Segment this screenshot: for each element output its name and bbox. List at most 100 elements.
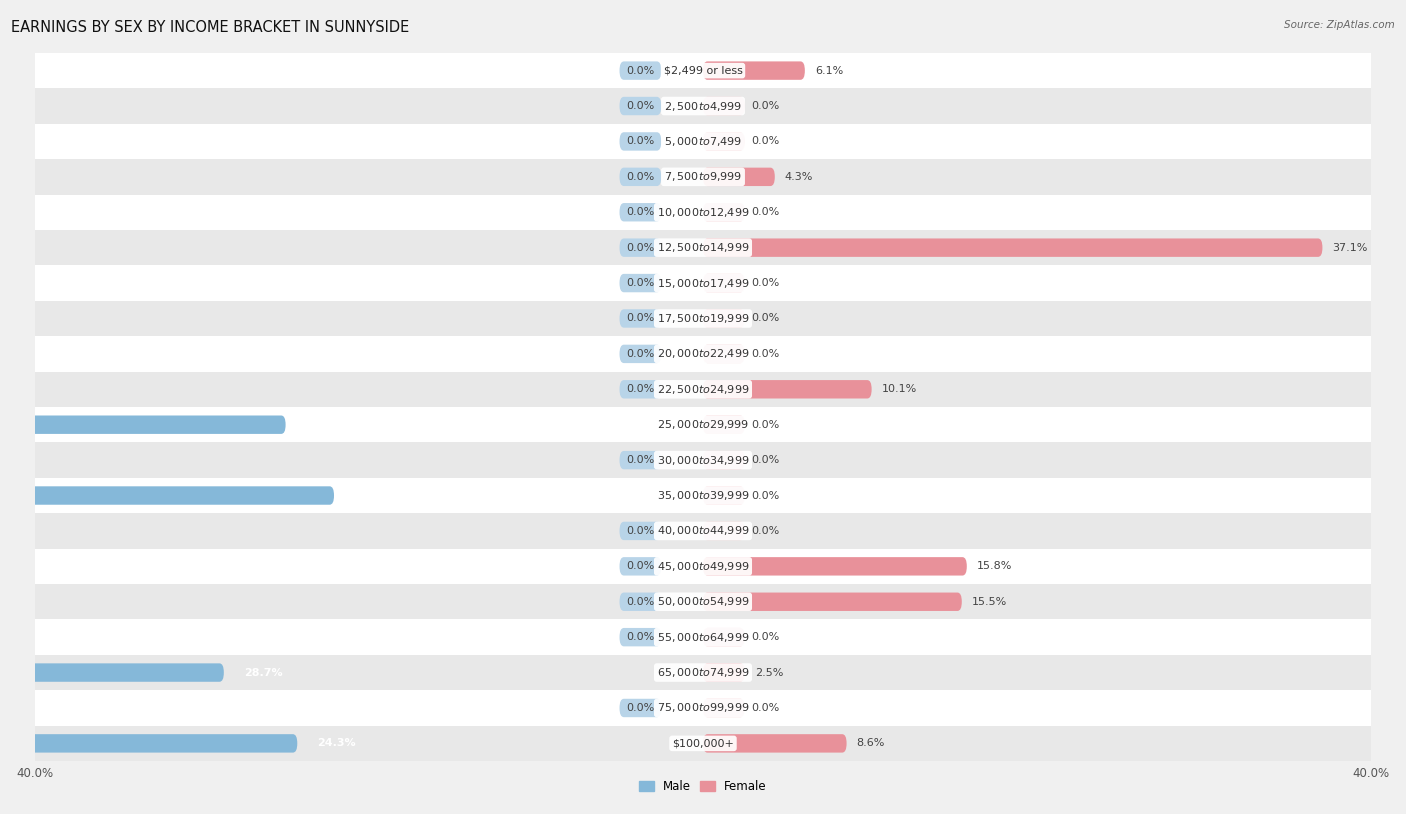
Text: $50,000 to $54,999: $50,000 to $54,999	[657, 595, 749, 608]
FancyBboxPatch shape	[703, 734, 846, 753]
Text: $5,000 to $7,499: $5,000 to $7,499	[664, 135, 742, 148]
Text: 0.0%: 0.0%	[626, 243, 655, 252]
Text: 0.0%: 0.0%	[626, 278, 655, 288]
Text: 0.0%: 0.0%	[751, 137, 780, 147]
FancyBboxPatch shape	[620, 344, 661, 363]
FancyBboxPatch shape	[620, 203, 661, 221]
Text: 25.0%: 25.0%	[305, 420, 344, 430]
Text: 0.0%: 0.0%	[626, 172, 655, 182]
Text: 0.0%: 0.0%	[751, 101, 780, 111]
FancyBboxPatch shape	[703, 274, 745, 292]
FancyBboxPatch shape	[703, 593, 962, 611]
Text: 0.0%: 0.0%	[626, 349, 655, 359]
Text: $40,000 to $44,999: $40,000 to $44,999	[657, 524, 749, 537]
FancyBboxPatch shape	[620, 309, 661, 328]
Text: 0.0%: 0.0%	[626, 597, 655, 606]
FancyBboxPatch shape	[703, 486, 745, 505]
FancyBboxPatch shape	[620, 628, 661, 646]
Text: 0.0%: 0.0%	[751, 208, 780, 217]
Text: 6.1%: 6.1%	[815, 66, 844, 76]
Bar	[35, 195, 1371, 230]
Text: 0.0%: 0.0%	[626, 137, 655, 147]
Text: 22.1%: 22.1%	[354, 491, 392, 501]
Text: 0.0%: 0.0%	[626, 632, 655, 642]
FancyBboxPatch shape	[620, 132, 661, 151]
FancyBboxPatch shape	[703, 522, 745, 540]
Text: 24.3%: 24.3%	[318, 738, 356, 748]
Bar	[35, 619, 1371, 654]
Text: EARNINGS BY SEX BY INCOME BRACKET IN SUNNYSIDE: EARNINGS BY SEX BY INCOME BRACKET IN SUN…	[11, 20, 409, 35]
FancyBboxPatch shape	[703, 698, 745, 717]
Text: 15.5%: 15.5%	[972, 597, 1007, 606]
Text: 0.0%: 0.0%	[751, 278, 780, 288]
Text: Source: ZipAtlas.com: Source: ZipAtlas.com	[1284, 20, 1395, 30]
Bar	[35, 159, 1371, 195]
Text: 0.0%: 0.0%	[751, 420, 780, 430]
FancyBboxPatch shape	[703, 97, 745, 116]
FancyBboxPatch shape	[620, 239, 661, 257]
Text: 8.6%: 8.6%	[856, 738, 884, 748]
Bar	[35, 300, 1371, 336]
Text: 0.0%: 0.0%	[751, 455, 780, 465]
Text: $30,000 to $34,999: $30,000 to $34,999	[657, 453, 749, 466]
Text: 0.0%: 0.0%	[751, 632, 780, 642]
Text: $25,000 to $29,999: $25,000 to $29,999	[657, 418, 749, 431]
FancyBboxPatch shape	[703, 132, 745, 151]
Text: $35,000 to $39,999: $35,000 to $39,999	[657, 489, 749, 502]
Text: 0.0%: 0.0%	[626, 526, 655, 536]
Text: 0.0%: 0.0%	[751, 349, 780, 359]
Text: $15,000 to $17,499: $15,000 to $17,499	[657, 277, 749, 290]
Bar	[35, 53, 1371, 88]
Text: 10.1%: 10.1%	[882, 384, 917, 394]
Text: 0.0%: 0.0%	[626, 208, 655, 217]
Text: $22,500 to $24,999: $22,500 to $24,999	[657, 383, 749, 396]
Bar	[35, 514, 1371, 549]
Text: 0.0%: 0.0%	[751, 526, 780, 536]
FancyBboxPatch shape	[703, 628, 745, 646]
FancyBboxPatch shape	[703, 239, 1323, 257]
Bar	[35, 726, 1371, 761]
Text: $45,000 to $49,999: $45,000 to $49,999	[657, 560, 749, 573]
FancyBboxPatch shape	[620, 451, 661, 470]
FancyBboxPatch shape	[703, 61, 804, 80]
FancyBboxPatch shape	[620, 522, 661, 540]
Bar	[35, 690, 1371, 726]
Bar	[35, 478, 1371, 514]
Text: 0.0%: 0.0%	[751, 313, 780, 323]
FancyBboxPatch shape	[703, 663, 745, 682]
FancyBboxPatch shape	[703, 168, 775, 186]
Text: 0.0%: 0.0%	[626, 101, 655, 111]
Text: 15.8%: 15.8%	[977, 562, 1012, 571]
Text: $7,500 to $9,999: $7,500 to $9,999	[664, 170, 742, 183]
FancyBboxPatch shape	[703, 415, 745, 434]
Text: 0.0%: 0.0%	[626, 703, 655, 713]
Text: $2,500 to $4,999: $2,500 to $4,999	[664, 99, 742, 112]
Legend: Male, Female: Male, Female	[634, 775, 772, 798]
Text: 0.0%: 0.0%	[751, 491, 780, 501]
Text: 37.1%: 37.1%	[1333, 243, 1368, 252]
FancyBboxPatch shape	[620, 593, 661, 611]
Bar	[35, 336, 1371, 371]
FancyBboxPatch shape	[620, 274, 661, 292]
Text: 28.7%: 28.7%	[243, 667, 283, 677]
Text: 0.0%: 0.0%	[626, 562, 655, 571]
FancyBboxPatch shape	[620, 97, 661, 116]
Bar	[35, 371, 1371, 407]
Bar	[35, 265, 1371, 300]
Text: $17,500 to $19,999: $17,500 to $19,999	[657, 312, 749, 325]
FancyBboxPatch shape	[703, 344, 745, 363]
FancyBboxPatch shape	[620, 698, 661, 717]
Bar	[35, 88, 1371, 124]
Bar	[35, 407, 1371, 442]
Text: $75,000 to $99,999: $75,000 to $99,999	[657, 702, 749, 715]
Text: 0.0%: 0.0%	[626, 384, 655, 394]
FancyBboxPatch shape	[703, 380, 872, 399]
Text: 0.0%: 0.0%	[751, 703, 780, 713]
FancyBboxPatch shape	[620, 61, 661, 80]
Text: 4.3%: 4.3%	[785, 172, 813, 182]
Text: $55,000 to $64,999: $55,000 to $64,999	[657, 631, 749, 644]
Text: $2,499 or less: $2,499 or less	[664, 66, 742, 76]
Bar	[35, 655, 1371, 690]
Text: $20,000 to $22,499: $20,000 to $22,499	[657, 348, 749, 361]
FancyBboxPatch shape	[620, 168, 661, 186]
